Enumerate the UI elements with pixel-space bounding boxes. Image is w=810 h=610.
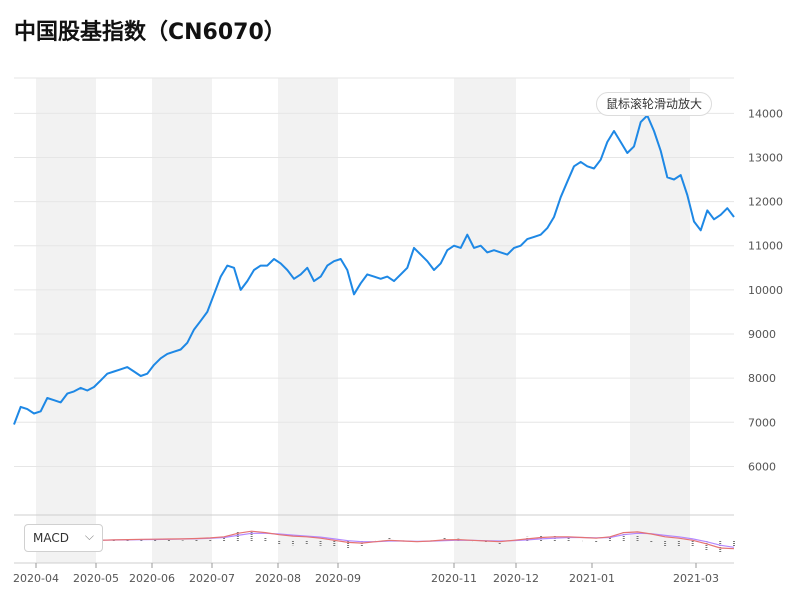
y-tick-label: 10000: [748, 284, 783, 297]
x-tick-label: 2020-09: [315, 572, 361, 585]
chevron-down-icon: ⌵: [84, 529, 94, 543]
page-title: 中国股基指数（CN6070）: [14, 20, 286, 45]
zoom-hint-label: 鼠标滚轮滑动放大: [605, 97, 702, 111]
indicator-label: MACD: [33, 531, 69, 545]
x-tick-label: 2020-08: [255, 572, 301, 585]
x-tick-label: 2020-06: [129, 572, 175, 585]
macd-panel: [99, 530, 735, 553]
y-tick-label: 8000: [748, 372, 776, 385]
x-tick-label: 2020-11: [431, 572, 477, 585]
month-band: [278, 78, 338, 563]
month-band: [36, 78, 96, 563]
y-tick-label: 13000: [748, 151, 783, 164]
price-series: [13, 114, 735, 425]
month-band: [630, 78, 690, 563]
grid-lines: [14, 77, 734, 564]
y-tick-label: 11000: [748, 240, 783, 253]
price-line: [13, 114, 735, 425]
x-tick-label: 2021-01: [569, 572, 615, 585]
y-tick-label: 7000: [748, 416, 776, 429]
y-tick-label: 6000: [748, 460, 776, 473]
x-axis-ticks: 2020-04 2020-05 2020-06 2020-07 2020-08 2020-…: [13, 563, 719, 585]
y-tick-label: 14000: [748, 107, 783, 120]
x-tick-label: 2020-07: [189, 572, 235, 585]
macd-dif-line: [99, 530, 735, 550]
y-tick-label: 12000: [748, 196, 783, 209]
y-tick-label: 9000: [748, 328, 776, 341]
x-tick-label: 2020-05: [73, 572, 119, 585]
zoom-hint[interactable]: 鼠标滚轮滑动放大: [596, 92, 712, 116]
y-axis-ticks: 6000 7000 8000 9000 10000 11000 12000 13000 1400…: [748, 107, 783, 473]
month-band: [152, 78, 212, 563]
x-tick-label: 2020-04: [13, 572, 59, 585]
x-tick-label: 2020-12: [493, 572, 539, 585]
month-bands: [36, 78, 690, 563]
indicator-select[interactable]: MACD ⌵: [24, 524, 103, 552]
month-band: [454, 78, 516, 563]
x-tick-label: 2021-03: [673, 572, 719, 585]
